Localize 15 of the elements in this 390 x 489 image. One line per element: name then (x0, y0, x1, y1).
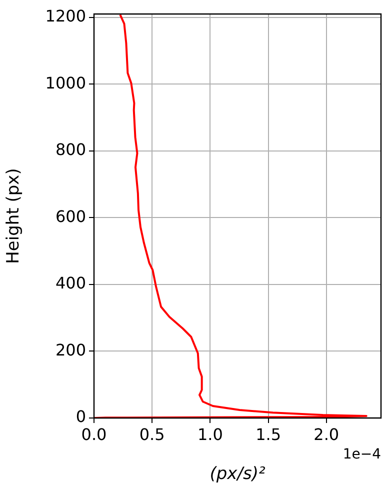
x-tick-label: 1.0 (197, 424, 223, 444)
y-tick-label: 800 (55, 140, 86, 160)
x-tick-label: 2.0 (314, 424, 340, 444)
x-tick-label: 1.5 (256, 424, 282, 444)
y-tick-label: 1200 (45, 6, 86, 26)
y-tick-label: 400 (55, 274, 86, 293)
x-tick-label: 0.0 (81, 424, 107, 444)
x-tick-label: 0.5 (139, 424, 165, 444)
y-tick-label: 0 (76, 407, 86, 426)
text: 1e−4 (342, 446, 382, 463)
y-axis-title: Height (px) (4, 168, 24, 264)
y-tick-label: 600 (55, 206, 86, 226)
y-tick-label: 200 (55, 340, 86, 360)
y-tick-label: 1000 (45, 73, 86, 92)
x-axis-title: (px/s)² (210, 464, 266, 484)
